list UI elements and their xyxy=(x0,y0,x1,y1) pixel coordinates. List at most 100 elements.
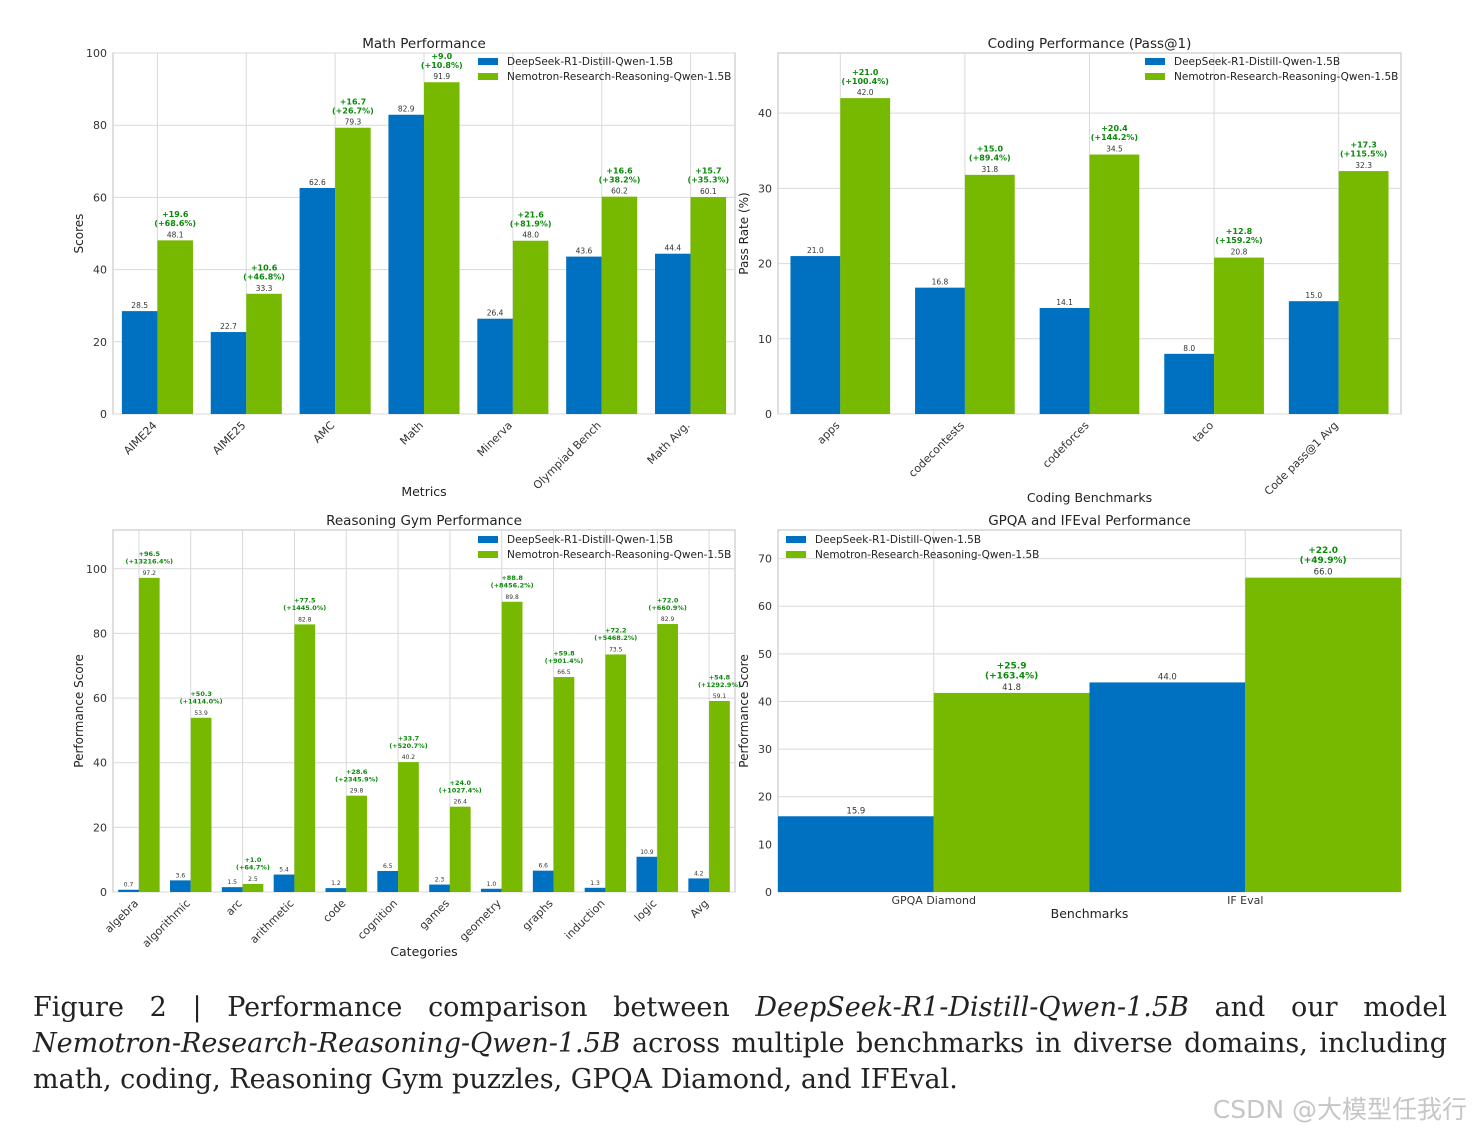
delta-label: +77.5 xyxy=(294,597,316,605)
bar-base xyxy=(273,874,295,892)
x-tick-label: taco xyxy=(1190,419,1216,445)
data-label-ours: 31.8 xyxy=(981,165,998,174)
data-label-ours: 97.2 xyxy=(143,570,157,577)
bar-ours xyxy=(138,577,160,892)
delta-label: +28.6 xyxy=(346,768,368,776)
legend: DeepSeek-R1-Distill-Qwen-1.5B Nemotron-Re… xyxy=(478,56,731,83)
legend: DeepSeek-R1-Distill-Qwen-1.5B Nemotron-Re… xyxy=(1145,56,1398,83)
legend-label: Nemotron-Research-Reasoning-Qwen-1.5B xyxy=(507,71,731,83)
y-tick-label: 60 xyxy=(93,692,107,705)
data-label-base: 26.4 xyxy=(487,309,504,318)
delta-label: +33.7 xyxy=(398,734,419,742)
y-tick-label: 10 xyxy=(758,333,772,346)
delta-percent-label: (+64.7%) xyxy=(236,864,270,872)
data-label-ours: 33.3 xyxy=(256,284,273,293)
x-axis-label: Coding Benchmarks xyxy=(1027,490,1152,505)
x-tick-label: Minerva xyxy=(475,419,515,459)
legend-label: DeepSeek-R1-Distill-Qwen-1.5B xyxy=(507,534,673,546)
x-tick-label: AMC xyxy=(311,419,338,446)
delta-percent-label: (+115.5%) xyxy=(1340,150,1387,159)
delta-percent-label: (+660.9%) xyxy=(648,604,686,612)
y-tick-label: 20 xyxy=(758,258,772,271)
bar-base xyxy=(778,816,934,892)
data-label-base: 22.7 xyxy=(220,322,237,331)
delta-label: +17.3 xyxy=(1350,141,1376,150)
y-tick-label: 80 xyxy=(93,627,107,640)
data-label-base: 10.9 xyxy=(640,849,654,856)
data-label-ours: 48.0 xyxy=(522,231,539,240)
data-label-ours: 41.8 xyxy=(1002,683,1021,693)
bar-ours xyxy=(335,127,371,415)
y-axis-label: Pass Rate (%) xyxy=(737,192,751,274)
delta-percent-label: (+163.4%) xyxy=(985,671,1038,681)
bar-base xyxy=(636,856,658,892)
chart-2: 0 10 20 30 40 21.0 42.0 +21.0(+100.4%) apps 16.8 3… xyxy=(737,36,1402,505)
data-label-ours: 20.8 xyxy=(1231,248,1248,257)
legend-swatch-base xyxy=(786,536,806,543)
x-tick-label: geometry xyxy=(457,897,504,944)
data-label-base: 21.0 xyxy=(807,246,824,255)
bar-ours xyxy=(1214,257,1264,414)
bar-ours xyxy=(657,624,678,892)
data-label-ours: 66.5 xyxy=(557,669,571,676)
data-label-base: 43.6 xyxy=(576,247,593,256)
bar-ours xyxy=(964,174,1015,414)
bar-ours xyxy=(398,762,419,892)
legend-swatch-base xyxy=(478,536,498,543)
delta-label: +88.8 xyxy=(501,574,523,582)
bar-ours xyxy=(605,654,627,892)
caption-model-a: DeepSeek-R1-Distill-Qwen-1.5B xyxy=(755,992,1189,1023)
bar-ours xyxy=(157,240,193,414)
data-label-ours: 48.1 xyxy=(167,230,184,239)
data-label-ours: 89.8 xyxy=(505,594,519,601)
x-tick-label: AIME24 xyxy=(121,419,159,457)
x-tick-label: arc xyxy=(223,897,244,918)
data-label-base: 5.4 xyxy=(279,867,289,874)
caption-middle: and our model xyxy=(1188,992,1447,1023)
bar-base xyxy=(566,256,602,414)
bar-ours xyxy=(1245,577,1401,892)
data-label-ours: 2.5 xyxy=(248,876,258,883)
x-tick-label: algebra xyxy=(102,897,141,936)
y-tick-label: 0 xyxy=(765,886,772,899)
bar-base xyxy=(915,287,965,414)
y-tick-label: 60 xyxy=(93,191,107,204)
bar-base xyxy=(688,878,710,892)
delta-percent-label: (+5468.2%) xyxy=(594,634,637,642)
bar-ours xyxy=(1338,171,1389,414)
caption-suffix: across multiple benchmarks in diverse do… xyxy=(33,1028,1447,1095)
delta-label: +12.8 xyxy=(1226,227,1253,236)
y-tick-label: 0 xyxy=(765,408,772,421)
bar-base xyxy=(170,880,191,892)
bar-ours xyxy=(601,196,638,414)
y-axis-label: Performance Score xyxy=(737,654,751,767)
legend-label: DeepSeek-R1-Distill-Qwen-1.5B xyxy=(1174,56,1340,68)
legend-label: Nemotron-Research-Reasoning-Qwen-1.5B xyxy=(507,549,731,561)
delta-label: +59.8 xyxy=(553,649,575,657)
data-label-base: 44.0 xyxy=(1158,672,1177,682)
legend-label: DeepSeek-R1-Distill-Qwen-1.5B xyxy=(507,56,673,68)
bar-ours xyxy=(933,692,1090,892)
bar-ours xyxy=(553,677,575,892)
bar-ours xyxy=(690,197,727,414)
y-tick-label: 20 xyxy=(93,336,107,349)
data-label-ours: 60.2 xyxy=(611,187,628,196)
delta-percent-label: (+38.2%) xyxy=(599,175,641,184)
y-tick-label: 10 xyxy=(758,838,772,851)
data-label-base: 44.4 xyxy=(664,244,681,253)
delta-label: +54.8 xyxy=(709,673,731,681)
y-tick-label: 40 xyxy=(93,757,107,770)
x-tick-label: algorithmic xyxy=(140,897,193,950)
delta-label: +16.6 xyxy=(606,166,633,175)
bar-base xyxy=(325,888,347,892)
bar-base xyxy=(481,888,502,892)
x-tick-label: Math Avg. xyxy=(645,419,693,467)
figure-caption: Figure 2 | Performance comparison betwee… xyxy=(33,990,1447,1098)
y-tick-label: 20 xyxy=(93,821,107,834)
delta-percent-label: (+144.2%) xyxy=(1091,133,1138,142)
data-label-ours: 29.8 xyxy=(350,788,364,795)
data-label-base: 6.5 xyxy=(383,863,393,870)
x-tick-label: Olympiad Bench xyxy=(531,419,604,492)
data-label-base: 3.6 xyxy=(176,872,186,879)
x-tick-label: Avg xyxy=(688,897,712,921)
